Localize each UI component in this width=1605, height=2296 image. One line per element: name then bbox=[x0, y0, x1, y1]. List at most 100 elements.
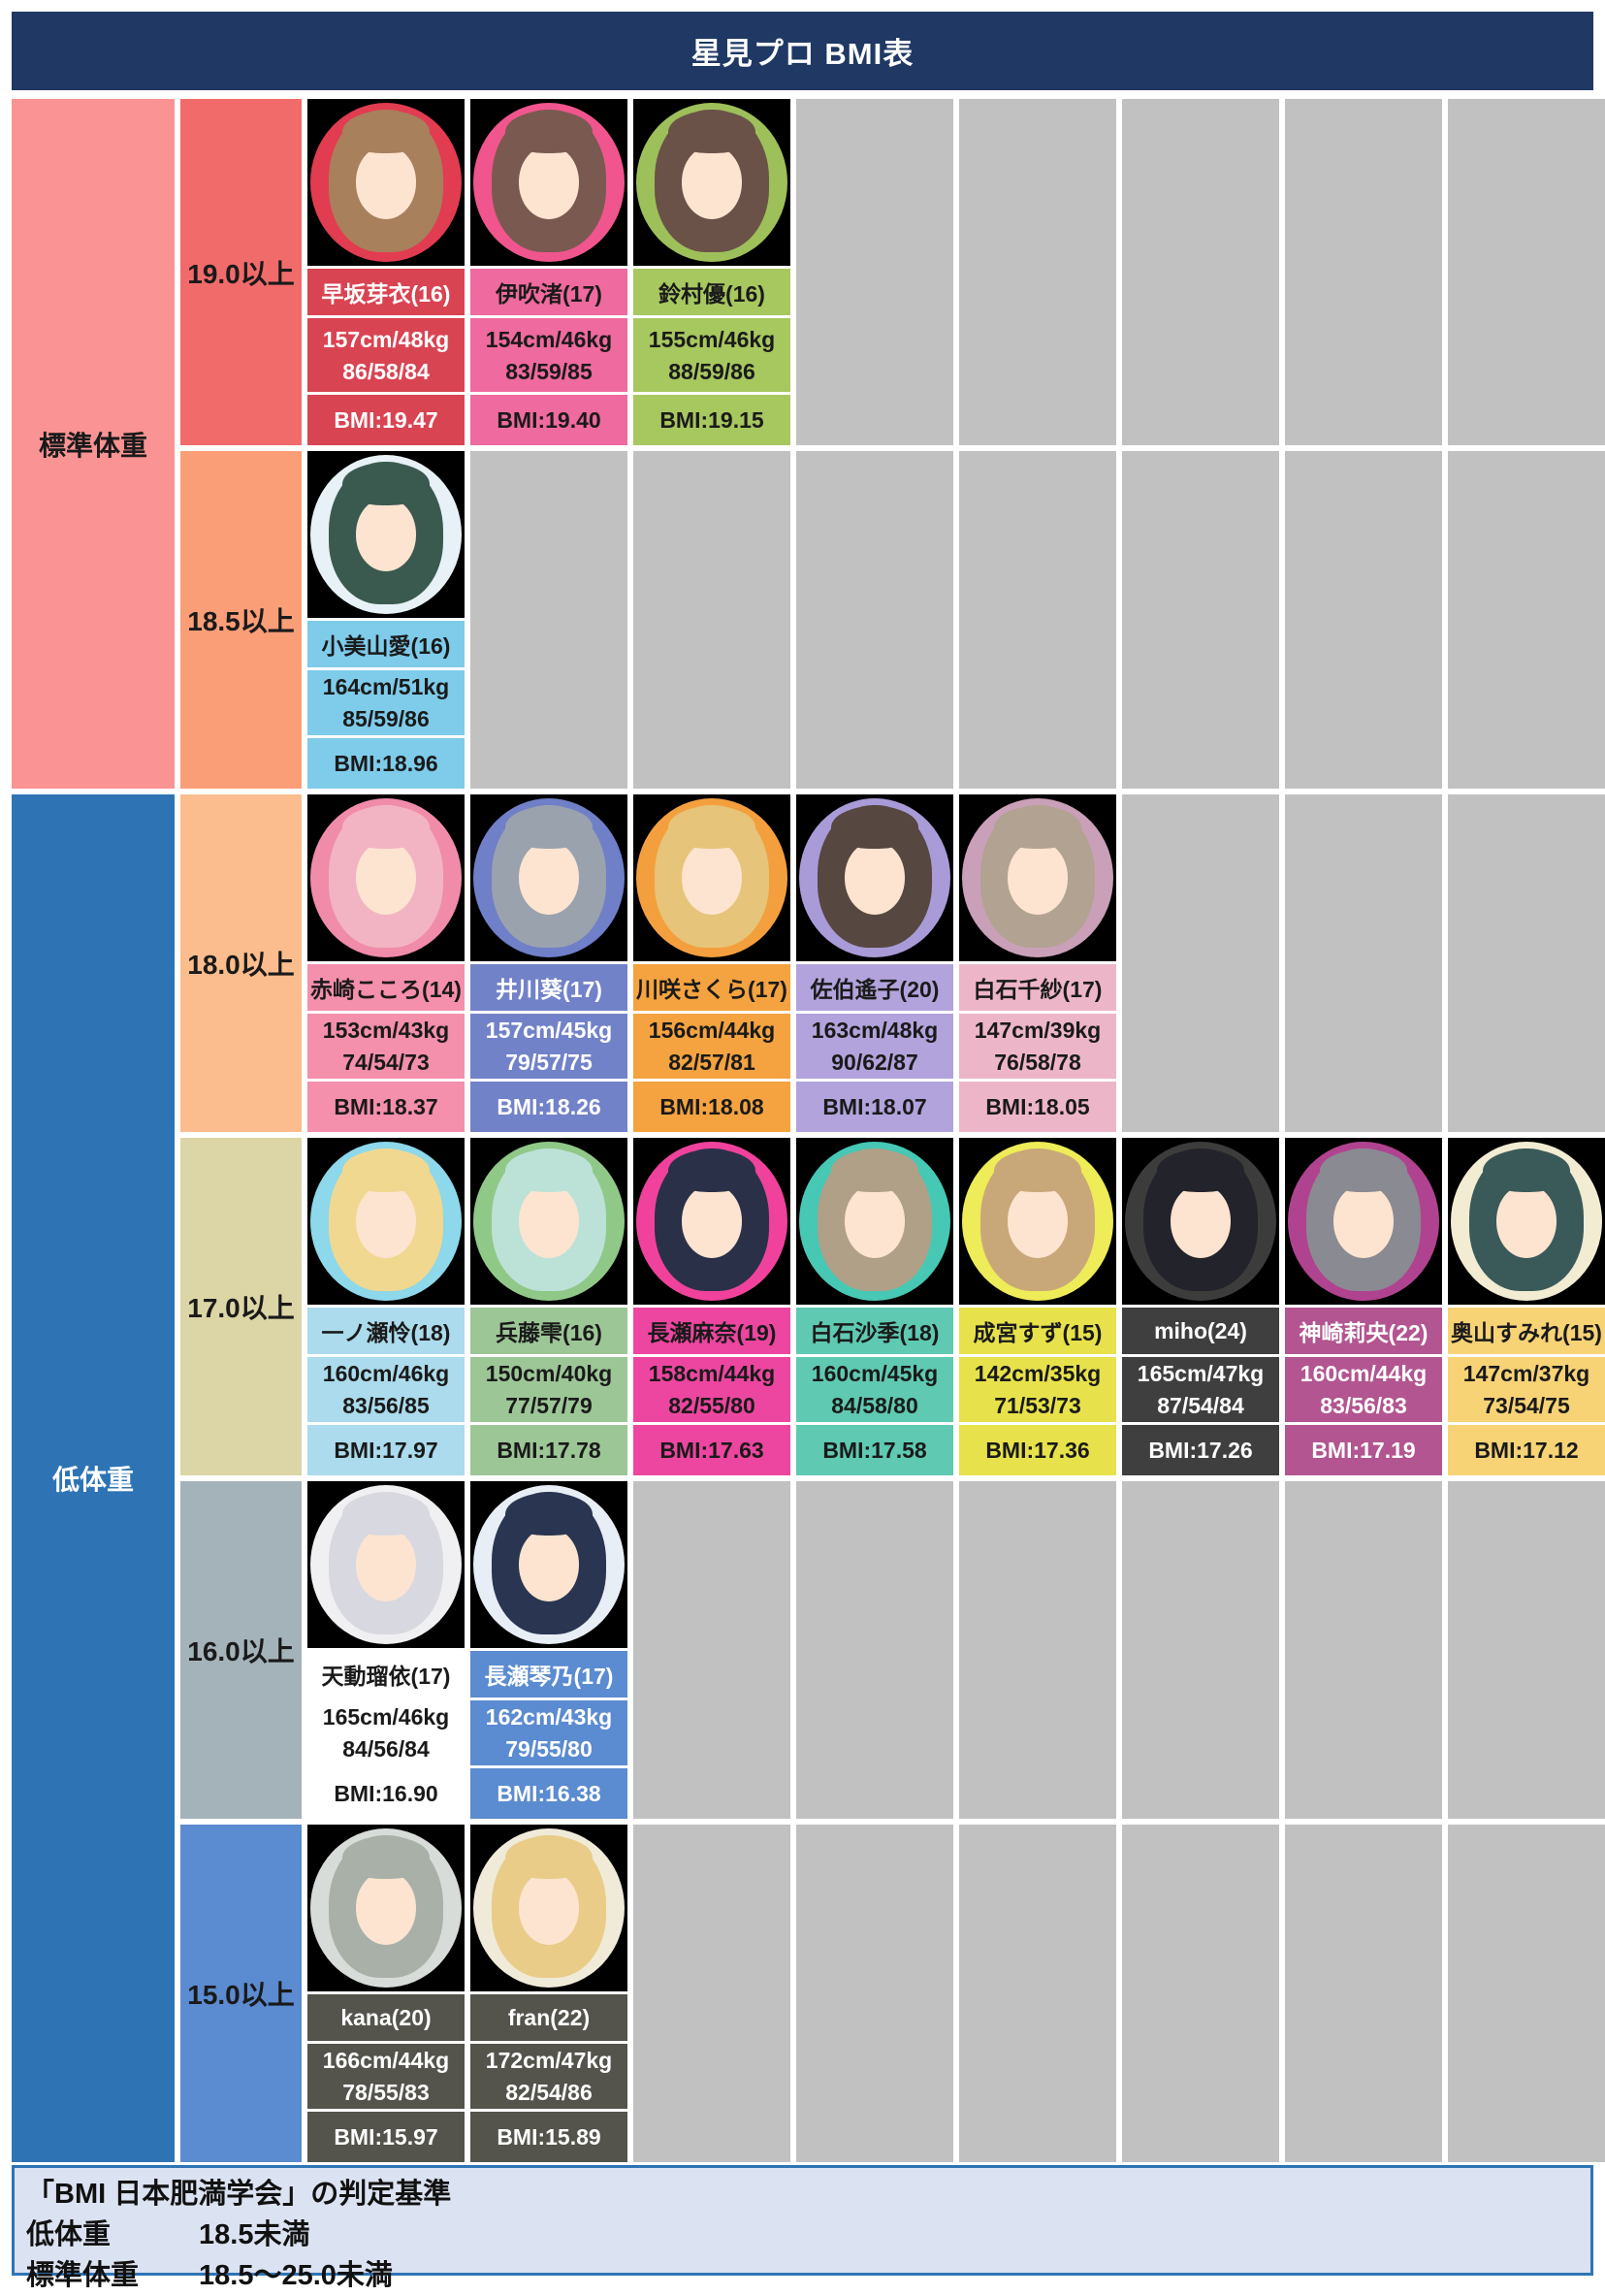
idol-name: 神崎莉央(22) bbox=[1285, 1308, 1442, 1354]
idol-bmi: BMI:15.89 bbox=[470, 2112, 627, 2162]
idol-measurements: 74/54/73 bbox=[342, 1050, 430, 1075]
avatar-face bbox=[355, 146, 417, 219]
avatar-circle bbox=[962, 1142, 1113, 1301]
idol-avatar bbox=[796, 794, 953, 961]
idol-name: 奥山すみれ(15) bbox=[1448, 1308, 1605, 1354]
idol-bmi: BMI:18.96 bbox=[307, 738, 465, 789]
avatar-circle bbox=[310, 1485, 462, 1644]
idol-card: 白石千紗(17) 147cm/39kg 76/58/78 BMI:18.05 bbox=[959, 794, 1116, 1132]
idol-name: 佐伯遙子(20) bbox=[796, 964, 953, 1011]
idol-avatar bbox=[959, 794, 1116, 961]
avatar-face bbox=[355, 498, 417, 571]
avatar-circle bbox=[310, 103, 462, 262]
idol-card: 天動瑠依(17) 165cm/46kg 84/56/84 BMI:16.90 bbox=[307, 1481, 465, 1819]
idol-name: 長瀬琴乃(17) bbox=[470, 1651, 627, 1698]
avatar-circle bbox=[310, 1142, 462, 1301]
avatar-face bbox=[518, 1184, 580, 1258]
idol-card: 川咲さくら(17) 156cm/44kg 82/57/81 BMI:18.08 bbox=[633, 794, 790, 1132]
idol-height-weight: 157cm/45kg bbox=[485, 1018, 613, 1043]
idol-measurements: 85/59/86 bbox=[342, 706, 430, 731]
avatar-bangs bbox=[830, 1149, 919, 1193]
legend-heading: 「BMI 日本肥満学会」の判定基準 bbox=[26, 2179, 452, 2210]
idol-bmi: BMI:17.97 bbox=[307, 1425, 465, 1475]
idol-bmi: BMI:18.08 bbox=[633, 1082, 790, 1132]
empty-slot bbox=[633, 1481, 790, 1819]
idol-height-weight: 163cm/48kg bbox=[811, 1018, 939, 1043]
legend-entry-label: 低体重 bbox=[26, 2219, 112, 2250]
idol-measurements: 87/54/84 bbox=[1157, 1393, 1244, 1418]
avatar-face bbox=[1170, 1184, 1232, 1258]
avatar-circle bbox=[473, 798, 625, 957]
avatar-bangs bbox=[341, 1493, 431, 1536]
avatar-bangs bbox=[341, 463, 431, 506]
avatar-bangs bbox=[1482, 1149, 1571, 1193]
bmi-range-label: 18.0以上 bbox=[180, 794, 302, 1132]
idol-avatar bbox=[307, 1481, 465, 1648]
empty-slot bbox=[1448, 794, 1605, 1132]
idol-card: 早坂芽衣(16) 157cm/48kg 86/58/84 BMI:19.47 bbox=[307, 99, 465, 445]
idol-name: miho(24) bbox=[1122, 1308, 1279, 1354]
idol-name: fran(22) bbox=[470, 1994, 627, 2041]
page-title: 星見プロ BMI表 bbox=[690, 37, 915, 71]
avatar-face bbox=[681, 1184, 743, 1258]
idol-height-weight: 147cm/39kg bbox=[974, 1018, 1102, 1043]
idol-height-weight: 166cm/44kg bbox=[322, 2048, 450, 2073]
avatar-bangs bbox=[504, 1493, 594, 1536]
weight-group-label: 低体重 bbox=[12, 794, 175, 2162]
empty-slot bbox=[796, 99, 953, 445]
avatar-bangs bbox=[504, 1149, 594, 1193]
avatar-circle bbox=[636, 103, 787, 262]
empty-slot bbox=[959, 1481, 1116, 1819]
empty-slot bbox=[1285, 99, 1442, 445]
avatar-circle bbox=[636, 798, 787, 957]
avatar-face bbox=[1007, 841, 1069, 915]
idol-measurements: 88/59/86 bbox=[668, 358, 755, 384]
idol-name: 天動瑠依(17) bbox=[307, 1651, 465, 1698]
idol-bmi: BMI:18.26 bbox=[470, 1082, 627, 1132]
idol-stats: 147cm/39kg 76/58/78 bbox=[959, 1014, 1116, 1079]
idol-height-weight: 160cm/45kg bbox=[811, 1361, 939, 1386]
empty-slot bbox=[1285, 1825, 1442, 2162]
idol-stats: 155cm/46kg 88/59/86 bbox=[633, 318, 790, 392]
avatar-circle bbox=[1125, 1142, 1276, 1301]
idol-card: 兵藤雫(16) 150cm/40kg 77/57/79 BMI:17.78 bbox=[470, 1138, 627, 1475]
avatar-bangs bbox=[504, 1836, 594, 1880]
avatar-bangs bbox=[341, 111, 431, 154]
idol-name: 白石沙季(18) bbox=[796, 1308, 953, 1354]
idol-bmi: BMI:17.78 bbox=[470, 1425, 627, 1475]
idol-card: 長瀬琴乃(17) 162cm/43kg 79/55/80 BMI:16.38 bbox=[470, 1481, 627, 1819]
idol-name: 伊吹渚(17) bbox=[470, 269, 627, 315]
idol-height-weight: 164cm/51kg bbox=[322, 674, 450, 699]
idol-stats: 150cm/40kg 77/57/79 bbox=[470, 1357, 627, 1422]
idol-stats: 142cm/35kg 71/53/73 bbox=[959, 1357, 1116, 1422]
idol-measurements: 73/54/75 bbox=[1483, 1393, 1570, 1418]
idol-measurements: 83/59/85 bbox=[505, 358, 593, 384]
idol-height-weight: 157cm/48kg bbox=[322, 326, 450, 352]
avatar-bangs bbox=[667, 111, 756, 154]
avatar-face bbox=[355, 1528, 417, 1601]
empty-slot bbox=[796, 451, 953, 789]
idol-bmi: BMI:16.90 bbox=[307, 1768, 465, 1819]
avatar-face bbox=[355, 1184, 417, 1258]
empty-slot bbox=[1122, 794, 1279, 1132]
empty-slot bbox=[470, 451, 627, 789]
idol-name: 兵藤雫(16) bbox=[470, 1308, 627, 1354]
idol-card: 鈴村優(16) 155cm/46kg 88/59/86 BMI:19.15 bbox=[633, 99, 790, 445]
empty-slot bbox=[1448, 451, 1605, 789]
idol-card: miho(24) 165cm/47kg 87/54/84 BMI:17.26 bbox=[1122, 1138, 1279, 1475]
idol-measurements: 79/55/80 bbox=[505, 1736, 593, 1762]
idol-height-weight: 160cm/46kg bbox=[322, 1361, 450, 1386]
idol-stats: 165cm/46kg 84/56/84 bbox=[307, 1700, 465, 1765]
avatar-face bbox=[355, 841, 417, 915]
idol-avatar bbox=[1448, 1138, 1605, 1305]
empty-slot bbox=[959, 451, 1116, 789]
idol-height-weight: 154cm/46kg bbox=[485, 326, 613, 352]
idol-avatar bbox=[470, 1138, 627, 1305]
idol-card: 伊吹渚(17) 154cm/46kg 83/59/85 BMI:19.40 bbox=[470, 99, 627, 445]
idol-name: 井川葵(17) bbox=[470, 964, 627, 1011]
avatar-bangs bbox=[1319, 1149, 1408, 1193]
idol-bmi: BMI:17.12 bbox=[1448, 1425, 1605, 1475]
empty-slot bbox=[1285, 1481, 1442, 1819]
idol-stats: 163cm/48kg 90/62/87 bbox=[796, 1014, 953, 1079]
idol-avatar bbox=[470, 99, 627, 266]
